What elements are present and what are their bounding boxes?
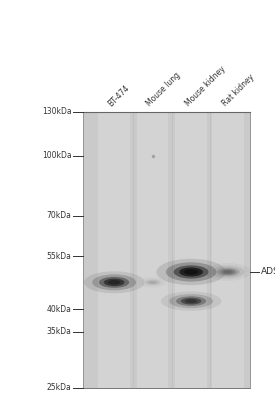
Ellipse shape (92, 274, 136, 290)
Bar (175, 112, 207, 388)
Ellipse shape (221, 269, 236, 275)
Text: 130kDa: 130kDa (42, 108, 72, 116)
Text: 55kDa: 55kDa (47, 252, 72, 260)
Ellipse shape (179, 268, 203, 276)
Ellipse shape (206, 263, 251, 281)
Ellipse shape (149, 281, 156, 284)
Ellipse shape (84, 271, 144, 293)
Ellipse shape (212, 266, 245, 278)
Text: Mouse kidney: Mouse kidney (183, 64, 227, 108)
Text: Mouse lung: Mouse lung (145, 70, 182, 108)
Bar (212, 112, 244, 388)
Ellipse shape (166, 262, 216, 282)
Ellipse shape (104, 278, 124, 286)
Text: ADSS: ADSS (261, 268, 275, 276)
Ellipse shape (217, 268, 240, 276)
Text: Rat kidney: Rat kidney (221, 72, 256, 108)
Ellipse shape (144, 280, 161, 285)
Text: 25kDa: 25kDa (47, 384, 72, 392)
Ellipse shape (169, 294, 213, 308)
Ellipse shape (147, 280, 158, 284)
Ellipse shape (99, 277, 129, 288)
Ellipse shape (161, 292, 221, 311)
Ellipse shape (141, 278, 165, 286)
Ellipse shape (224, 270, 233, 274)
Text: 35kDa: 35kDa (47, 327, 72, 336)
Ellipse shape (174, 265, 208, 278)
Ellipse shape (185, 299, 197, 303)
Text: 40kDa: 40kDa (47, 305, 72, 314)
Ellipse shape (181, 298, 201, 304)
Bar (98, 112, 130, 388)
Text: 100kDa: 100kDa (42, 152, 72, 160)
Bar (82, 112, 250, 388)
Ellipse shape (108, 280, 120, 284)
Bar (137, 112, 169, 388)
Text: BT-474: BT-474 (106, 83, 131, 108)
Ellipse shape (176, 296, 206, 306)
Ellipse shape (156, 259, 226, 285)
Text: 70kDa: 70kDa (47, 211, 72, 220)
Ellipse shape (184, 269, 198, 275)
